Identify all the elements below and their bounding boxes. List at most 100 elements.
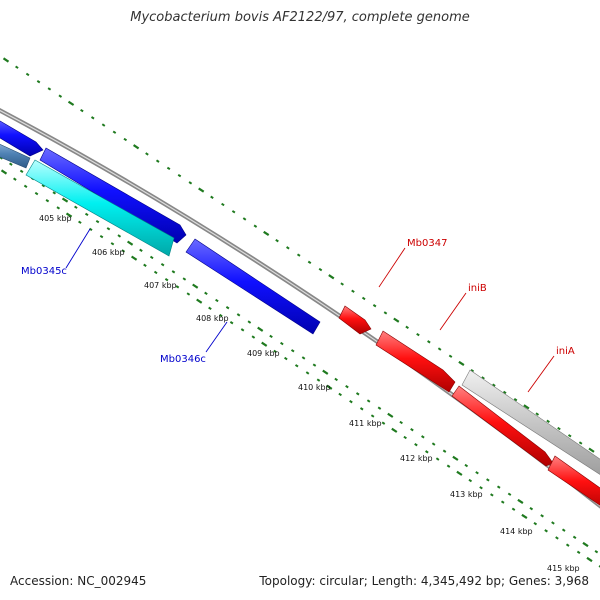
tick-mark [188, 181, 193, 185]
tick-label: 405 kbp [39, 214, 72, 223]
tick-mark [155, 159, 160, 163]
tick-mark [290, 349, 295, 353]
tick-mark [427, 340, 431, 344]
tick-mark [9, 162, 13, 166]
tick-mark [121, 249, 126, 253]
tick-mark [496, 485, 501, 489]
tick-mark [391, 427, 398, 433]
tick-mark [160, 262, 165, 267]
gene-arrow-red-mb0347 [338, 305, 372, 335]
tick-mark [145, 152, 149, 156]
tick-mark [431, 442, 436, 446]
tick-mark [95, 219, 100, 224]
tick-mark [301, 356, 306, 360]
tick-mark [15, 65, 19, 69]
tick-mark [263, 230, 270, 237]
tick-labels: 405 kbp 406 kbp 407 kbp 408 kbp 409 kbp 410 k… [39, 214, 580, 573]
tick-label: 407 kbp [144, 281, 177, 290]
tick-mark [464, 463, 469, 468]
tick-mark [231, 210, 236, 214]
tick-mark [175, 285, 180, 289]
tick-mark [126, 240, 134, 246]
tick-mark [361, 296, 366, 301]
figure-title: Mycobacterium bovis AF2122/97, complete … [130, 10, 470, 25]
tick-mark [448, 354, 453, 358]
tick-mark [366, 399, 371, 403]
tick-mark [435, 457, 440, 461]
tick-mark [572, 535, 577, 540]
tick-mark [475, 471, 479, 475]
tick-label: 410 kbp [298, 383, 331, 392]
tick-mark [410, 428, 414, 432]
tick-mark [565, 543, 570, 547]
tick-mark [414, 443, 418, 447]
leader-line-iniA [527, 355, 555, 393]
tick-mark [275, 238, 279, 243]
tick-mark [164, 277, 169, 282]
gene-arrow-cyan [25, 159, 175, 257]
gene-arrow-red-right [547, 455, 600, 506]
tick-mark [149, 255, 154, 260]
tick-mark [132, 144, 140, 150]
tick-mark [34, 191, 39, 196]
tick-mark [143, 263, 147, 267]
tick-mark [586, 556, 593, 563]
tick-mark [540, 514, 544, 518]
tick-mark [328, 274, 335, 280]
tick-mark [551, 521, 555, 525]
tick-mark [2, 57, 10, 63]
tick-mark [557, 426, 561, 431]
tick-mark [101, 123, 106, 127]
gene-arrow-grey [461, 369, 600, 475]
tick-mark [56, 206, 61, 210]
tick-mark [383, 311, 388, 315]
gene-label-mb0345c: Mb0345c [21, 266, 67, 277]
tick-mark [416, 332, 420, 337]
tick-mark [23, 184, 28, 189]
tick-mark [25, 72, 30, 77]
tick-mark [112, 130, 117, 134]
tick-mark [393, 317, 400, 323]
tick-mark [19, 169, 24, 174]
tick-mark [240, 328, 245, 332]
tick-mark [242, 217, 247, 221]
tick-mark [372, 304, 377, 308]
tick-mark [446, 464, 451, 468]
tick-mark [52, 191, 57, 195]
tick-mark [182, 277, 187, 281]
tick-mark [403, 435, 407, 440]
tick-mark [247, 320, 252, 324]
tick-mark [405, 325, 409, 330]
tick-mark [47, 87, 52, 91]
tick-mark [236, 313, 241, 317]
tick-mark [468, 478, 473, 483]
tick-mark [219, 313, 223, 318]
tick-mark [225, 306, 230, 310]
gene-arrow-blue-mb0346c [185, 238, 321, 335]
tick-mark [294, 364, 299, 368]
tick-mark [280, 341, 284, 346]
tick-mark [210, 195, 214, 199]
tick-mark [123, 137, 128, 142]
tick-mark [345, 384, 349, 389]
tick-mark [84, 212, 89, 217]
tick-mark [318, 267, 323, 272]
tick-mark [425, 450, 429, 454]
tick-mark [257, 326, 264, 332]
tick-mark [171, 270, 176, 274]
tick-mark [486, 478, 490, 482]
tick-mark [521, 513, 528, 520]
tick-mark [36, 80, 41, 84]
gene-arrow-red-iniB [375, 330, 456, 393]
tick-mark [41, 184, 46, 188]
tick-mark [316, 378, 321, 382]
tick-mark [511, 507, 516, 511]
tick-label: 413 kbp [450, 490, 483, 499]
tick-mark [261, 341, 268, 347]
tick-mark [355, 392, 360, 396]
tick-mark [338, 392, 342, 397]
gene-arrow-steelblue [0, 143, 31, 169]
tick-mark [381, 421, 386, 425]
tick-mark [13, 177, 17, 181]
